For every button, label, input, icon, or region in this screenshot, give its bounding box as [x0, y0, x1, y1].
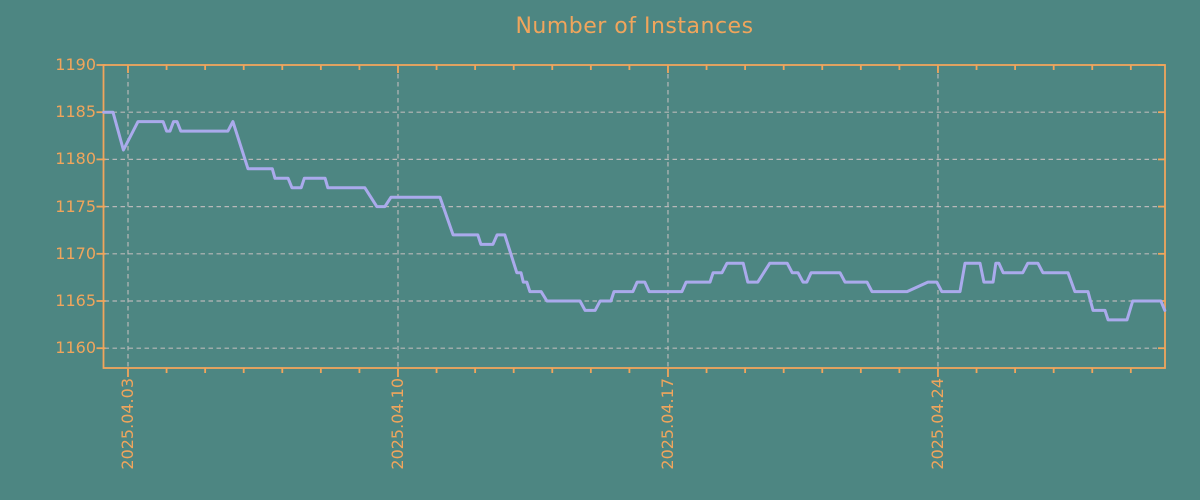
x-axis-label: 2025.04.17	[657, 378, 677, 470]
y-axis-label: 1160	[55, 338, 96, 358]
y-axis-label: 1185	[55, 102, 96, 122]
x-axis-label: 2025.04.03	[118, 378, 137, 470]
plot-frame	[102, 64, 1166, 369]
y-axis-label: 1175	[55, 196, 96, 216]
chart-title: Number of Instances	[515, 14, 754, 39]
x-axis-label: 2025.04.24	[927, 378, 947, 470]
y-axis-label: 1180	[55, 149, 96, 169]
series-line-instances	[102, 110, 1167, 322]
y-axis-label: 1190	[55, 55, 96, 74]
x-axis-label: 2025.04.10	[387, 378, 407, 470]
y-axis-label: 1165	[55, 291, 96, 310]
y-axis-label: 1170	[55, 243, 96, 263]
